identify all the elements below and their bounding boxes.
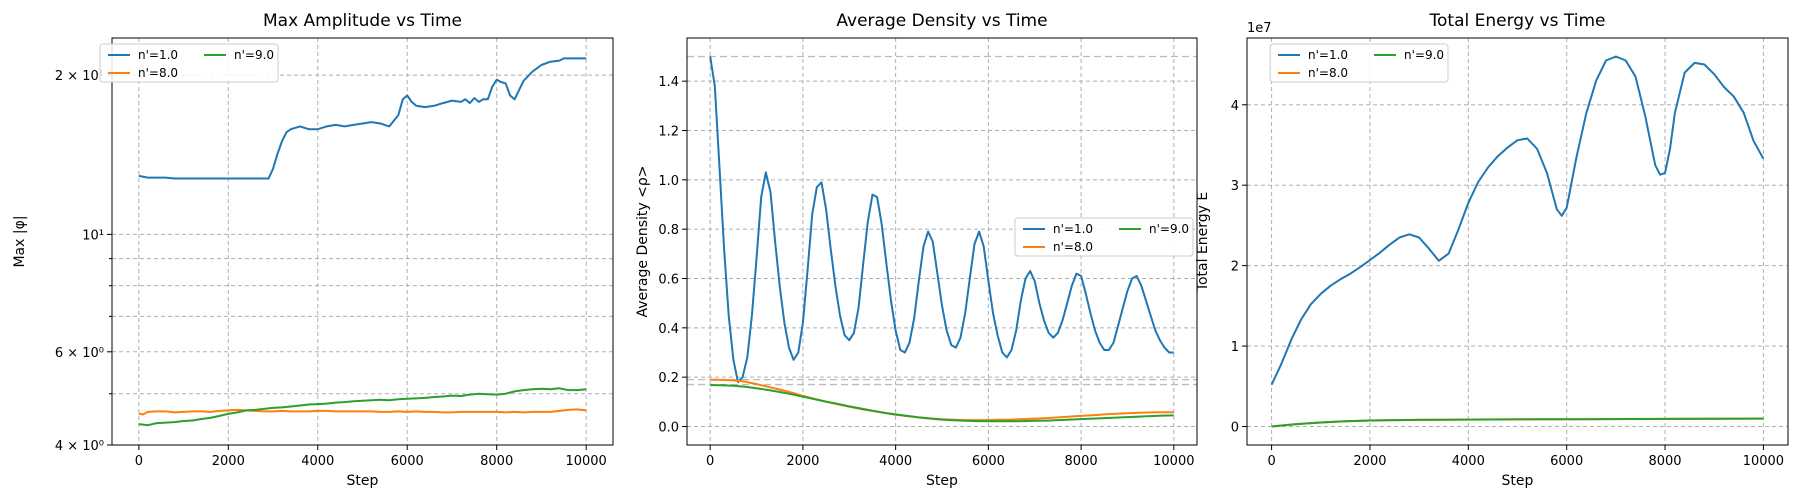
legend: n'=1.0 n'=8.0 n'=9.0 [1269, 43, 1449, 83]
x-tick-label: 6000 [972, 454, 1005, 469]
x-tick-label: 0 [135, 454, 143, 469]
legend-label: n'=9.0 [1149, 222, 1189, 236]
grid [112, 38, 613, 446]
legend-frame [1269, 43, 1449, 83]
plot-frame [1246, 37, 1789, 446]
panel-total-energy: Total Energy vs Time Step Total Energy E… [1195, 11, 1789, 489]
y-tick-label: 1.4 [658, 75, 679, 90]
y-tick-label: 2 × 10¹ [55, 69, 104, 84]
y-tick-label: 4 [1231, 99, 1239, 114]
series-line [138, 387, 587, 427]
series-line [709, 56, 1174, 384]
y-tick-label: 0.6 [658, 273, 679, 288]
series-line [138, 57, 587, 180]
x-tick-label: 8000 [1065, 454, 1098, 469]
x-tick-label: 8000 [1648, 454, 1681, 469]
x-tick-label: 4000 [1452, 454, 1485, 469]
y-tick-label: 2 [1231, 260, 1239, 275]
chart-title: Total Energy vs Time [1429, 11, 1606, 31]
panel-max-amplitude: Max Amplitude vs Time Step Max |φ| 0 2000… [12, 11, 614, 489]
x-axis-label: Step [1502, 473, 1534, 489]
x-axis-label: Step [926, 473, 958, 489]
legend-label: n'=9.0 [1404, 48, 1444, 62]
legend: n'=1.0 n'=8.0 n'=9.0 [99, 43, 279, 83]
y-tick-label: 4 × 10⁰ [55, 439, 104, 454]
plot-frame [111, 37, 614, 446]
y-tick-label: 10¹ [82, 228, 104, 243]
x-tick-label: 6000 [391, 454, 424, 469]
grid [1247, 38, 1788, 445]
y-tick-label: 0.4 [658, 322, 679, 337]
x-tick-label: 2000 [212, 454, 245, 469]
panel-average-density: Average Density vs Time Step Average Den… [635, 11, 1198, 489]
legend: n'=1.0 n'=8.0 n'=9.0 [1014, 217, 1194, 257]
legend-label: n'=1.0 [1308, 48, 1348, 62]
series-line [1270, 55, 1765, 386]
legend-frame [99, 43, 279, 83]
y-axis-label: Total Energy E [1195, 192, 1211, 292]
series-line [710, 384, 1174, 423]
y-tick-label: 0 [1231, 421, 1239, 436]
series-group [709, 56, 1174, 423]
x-tick-label: 10000 [565, 454, 606, 469]
legend-label: n'=1.0 [1053, 222, 1093, 236]
plot-frame [686, 37, 1198, 446]
series-line [1271, 417, 1764, 428]
y-tick-label: 0.8 [658, 223, 679, 238]
x-tick-label: 0 [1267, 454, 1275, 469]
series-group [138, 57, 587, 427]
chart-title: Average Density vs Time [836, 11, 1047, 31]
legend-label: n'=9.0 [234, 48, 274, 62]
x-tick-label: 2000 [1353, 454, 1386, 469]
y-tick-label: 3 [1231, 179, 1239, 194]
x-tick-label: 10000 [1153, 454, 1194, 469]
x-tick-label: 2000 [786, 454, 819, 469]
series-line [138, 408, 587, 416]
x-tick-label: 10000 [1743, 454, 1784, 469]
x-axis-label: Step [347, 473, 379, 489]
grid [687, 38, 1197, 445]
y-tick-label: 0.2 [658, 371, 679, 386]
y-offset-label: 1e7 [1247, 21, 1272, 36]
legend-label: n'=8.0 [1053, 240, 1093, 254]
legend-label: n'=8.0 [138, 66, 178, 80]
y-tick-label: 1.0 [658, 174, 679, 189]
chart-title: Max Amplitude vs Time [263, 11, 462, 31]
y-tick-label: 0.0 [658, 421, 679, 436]
x-tick-label: 4000 [879, 454, 912, 469]
y-axis-label: Max |φ| [12, 215, 28, 267]
legend-label: n'=8.0 [1308, 66, 1348, 80]
y-tick-label: 1.2 [658, 125, 679, 140]
x-tick-label: 4000 [301, 454, 334, 469]
legend-label: n'=1.0 [138, 48, 178, 62]
y-tick-label: 1 [1231, 340, 1239, 355]
series-group [1270, 55, 1765, 428]
x-tick-label: 0 [706, 454, 714, 469]
legend-frame [1014, 217, 1194, 257]
x-tick-label: 8000 [480, 454, 513, 469]
y-tick-label: 6 × 10⁰ [55, 346, 104, 361]
x-tick-label: 6000 [1550, 454, 1583, 469]
y-axis-label: Average Density <ρ> [635, 166, 651, 318]
